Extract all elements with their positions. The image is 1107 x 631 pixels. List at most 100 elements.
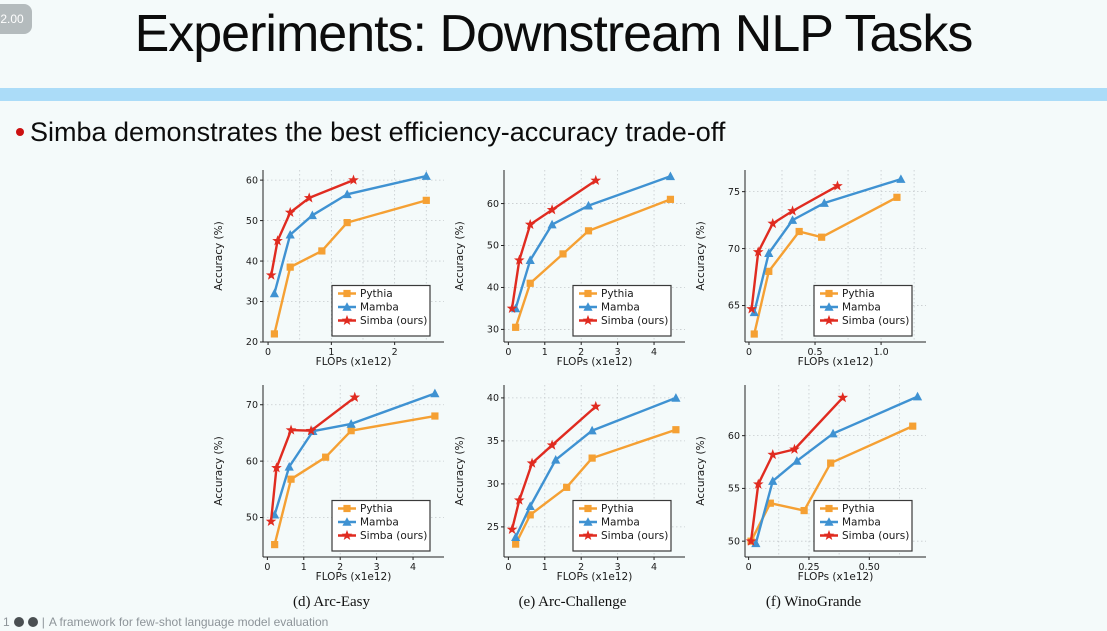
y-tick-label: 40 xyxy=(487,393,499,404)
series-marker-triangle xyxy=(768,476,778,485)
series-marker-square xyxy=(512,540,520,548)
x-tick-label: 4 xyxy=(651,562,657,573)
legend-label: Pythia xyxy=(360,503,393,515)
series-marker-square xyxy=(343,504,351,513)
series-marker-triangle xyxy=(896,174,906,183)
x-tick-label: 0 xyxy=(505,347,511,358)
legend-label: Mamba xyxy=(601,517,640,529)
series-marker-star xyxy=(341,529,353,541)
chart-accuracy-top-middle: 0 1 2 3 4 30 40 50 60 FLOPs (x1e12) Accuracy (%) Py… xyxy=(452,160,693,368)
y-tick-label: 30 xyxy=(487,479,499,490)
series-marker-star xyxy=(789,443,800,454)
plot-area: 0 1 2 3 4 30 40 50 60 FLOPs (x1e12) Accuracy (%) xyxy=(454,170,685,368)
series-marker-star xyxy=(746,303,757,314)
y-tick-label: 50 xyxy=(246,513,258,524)
y-tick-label: 70 xyxy=(246,400,258,411)
series-marker-square xyxy=(765,267,773,275)
series-marker-square xyxy=(800,506,808,515)
series-marker-square xyxy=(286,263,294,271)
series-marker-square xyxy=(563,483,571,491)
plot-area: 0 1 2 3 4 25 30 35 40 FLOPs (x1e12) Accuracy (%) xyxy=(454,385,685,583)
series-marker-square xyxy=(584,227,593,235)
y-axis-label: Accuracy (%) xyxy=(213,221,225,290)
series-marker-square xyxy=(588,454,596,462)
series-marker-triangle xyxy=(525,501,535,511)
captions-row: (d) Arc-Easy (e) Arc-Challenge (f) WinoG… xyxy=(211,594,934,611)
series-marker-star xyxy=(767,217,779,229)
footer-description: A framework for few-shot language model … xyxy=(48,615,329,629)
series-marker-triangle xyxy=(307,210,317,220)
footer-bar: 1 | A framework for few-shot language mo… xyxy=(3,615,328,629)
series-marker-square xyxy=(559,250,567,258)
y-tick-label: 25 xyxy=(487,522,499,533)
y-tick-label: 40 xyxy=(246,256,258,267)
series-marker-triangle xyxy=(764,248,774,257)
footer-count: 1 xyxy=(3,615,10,629)
series-marker-star xyxy=(526,457,538,468)
footer-separator: | xyxy=(41,615,45,629)
series-marker-square xyxy=(287,475,295,483)
x-tick-label: 4 xyxy=(410,562,416,573)
x-tick-label: 0 xyxy=(746,562,752,573)
y-tick-label: 35 xyxy=(487,436,499,447)
x-tick-label: 1 xyxy=(328,347,334,358)
series-marker-triangle xyxy=(547,219,557,229)
chart-arc-easy: 0 1 2 3 4 50 60 70 FLOPs (x1e12) Accuracy (%) Pyth… xyxy=(211,375,452,583)
series-marker-square xyxy=(431,412,439,420)
y-tick-label: 60 xyxy=(487,199,499,210)
series-marker-star xyxy=(524,218,536,230)
caption-arc-challenge: (e) Arc-Challenge xyxy=(518,594,627,610)
series-marker-triangle xyxy=(430,388,440,398)
series-marker-star xyxy=(284,206,296,218)
legend-label: Simba (ours) xyxy=(601,530,668,542)
page-title: Experiments: Downstream NLP Tasks xyxy=(134,5,974,63)
series-marker-star xyxy=(305,425,317,436)
series-marker-triangle xyxy=(342,517,352,526)
series-marker-square xyxy=(422,196,430,204)
series-marker-square xyxy=(584,504,592,513)
y-tick-label: 55 xyxy=(728,484,740,495)
series-marker-square xyxy=(672,426,680,434)
series-marker-triangle xyxy=(792,456,802,465)
x-axis-label: FLOPs (x1e12) xyxy=(557,571,633,583)
series-marker-square xyxy=(766,499,774,507)
legend-label: Simba (ours) xyxy=(360,530,427,542)
series-marker-triangle xyxy=(583,302,593,311)
legend-label: Mamba xyxy=(842,302,881,314)
legend-label: Mamba xyxy=(842,517,881,529)
series-marker-square xyxy=(893,193,901,201)
series-marker-triangle xyxy=(787,215,798,224)
series-marker-star xyxy=(513,494,525,505)
x-axis-label: FLOPs (x1e12) xyxy=(798,356,874,368)
x-tick-label: 2 xyxy=(392,347,398,358)
series-marker-star xyxy=(349,391,361,402)
series-marker-square xyxy=(827,459,835,467)
playback-speed-badge[interactable]: 2.00 xyxy=(0,4,32,34)
series-marker-square xyxy=(825,504,833,513)
series-marker-square xyxy=(347,427,355,435)
series-marker-square xyxy=(825,289,833,298)
x-tick-label: 0.25 xyxy=(798,562,819,573)
x-tick-label: 0.50 xyxy=(859,562,880,573)
legend-label: Pythia xyxy=(842,503,875,515)
series-marker-star xyxy=(767,449,779,460)
series-marker-square xyxy=(343,219,351,227)
series-marker-star xyxy=(590,400,602,412)
series-marker-star xyxy=(348,174,359,185)
series-marker-star xyxy=(265,269,277,280)
series-marker-star xyxy=(271,462,282,473)
y-axis-label: Accuracy (%) xyxy=(454,436,466,505)
series-marker-triangle xyxy=(665,171,676,181)
x-axis-label: FLOPs (x1e12) xyxy=(316,571,392,583)
x-tick-label: 1 xyxy=(542,347,548,358)
bullet-text: Simba demonstrates the best efficiency-a… xyxy=(30,117,726,147)
legend-label: Pythia xyxy=(842,288,875,300)
legend-label: Simba (ours) xyxy=(601,315,668,327)
avatar-icon xyxy=(13,617,24,627)
series-marker-star xyxy=(506,523,518,535)
bullet-line: Simba demonstrates the best efficiency-a… xyxy=(16,117,725,148)
caption-winogrande: (f) WinoGrande xyxy=(765,594,862,610)
series-marker-star xyxy=(745,535,757,546)
